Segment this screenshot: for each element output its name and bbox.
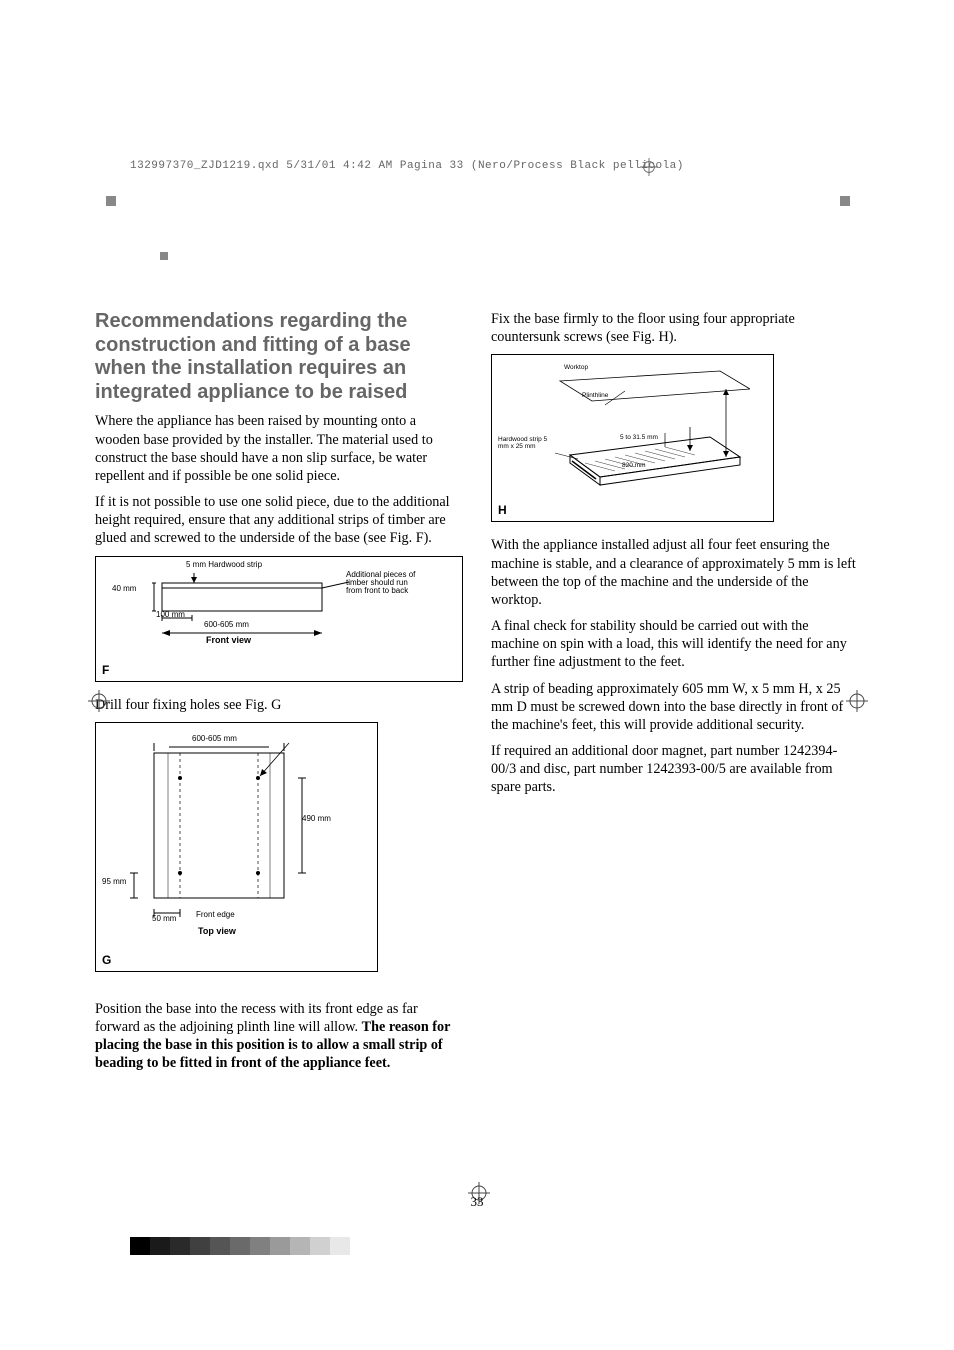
figure-h: Worktop Plinthline Hardwood strip 5 mm x… [491, 354, 774, 522]
right-column: Fix the base firmly to the floor using f… [491, 310, 859, 1080]
color-calibration-bar [130, 1237, 350, 1255]
figG-50mm: 50 mm [152, 915, 176, 923]
para-position: Position the base into the recess with i… [95, 1000, 463, 1073]
para-not-possible: If it is not possible to use one solid p… [95, 493, 463, 548]
figure-g: 600-605 mm 490 mm 95 mm 50 mm Front edge… [95, 722, 378, 972]
figG-label: G [102, 953, 111, 967]
figF-600mm: 600-605 mm [204, 621, 249, 629]
figH-820: 820 mm [622, 463, 645, 470]
para-magnet: If required an additional door magnet, p… [491, 742, 859, 797]
figH-strip: Hardwood strip 5 mm x 25 mm [498, 437, 548, 450]
para-drill: Drill four fixing holes see Fig. G [95, 696, 463, 714]
print-meta-header: 132997370_ZJD1219.qxd 5/31/01 4:42 AM Pa… [130, 160, 684, 172]
figH-label: H [498, 503, 507, 517]
para-final-check: A final check for stability should be ca… [491, 617, 859, 672]
figG-caption: Top view [198, 926, 236, 936]
figF-caption: Front view [206, 635, 251, 645]
inner-mark-tl [160, 252, 168, 260]
figF-40mm: 40 mm [112, 585, 136, 593]
figH-dim-small: 5 to 31.5 mm [620, 435, 658, 442]
corner-mark-tr [840, 196, 850, 206]
figF-100mm: 100 mm [156, 611, 185, 619]
figG-600mm: 600-605 mm [192, 735, 237, 743]
registration-mark-top [640, 158, 658, 176]
figH-plinth: Plinthline [582, 393, 608, 400]
figH-worktop: Worktop [564, 365, 588, 372]
figG-490mm: 490 mm [302, 815, 331, 823]
page-number: 33 [471, 1194, 484, 1210]
para-adjust: With the appliance installed adjust all … [491, 536, 859, 609]
para-fix: Fix the base firmly to the floor using f… [491, 310, 859, 346]
figure-f: 5 mm Hardwood strip Additional pieces of… [95, 556, 463, 682]
figF-side-note: Additional pieces of timber should run f… [346, 571, 426, 595]
heading: Recommendations regarding the constructi… [95, 310, 463, 404]
para-where: Where the appliance has been raised by m… [95, 412, 463, 485]
corner-mark-tl [106, 196, 116, 206]
para-beading: A strip of beading approximately 605 mm … [491, 680, 859, 735]
figF-label: F [102, 663, 109, 677]
registration-mark-right [846, 690, 868, 712]
figG-95mm: 95 mm [102, 878, 126, 886]
registration-mark-left [88, 690, 110, 712]
left-column: Recommendations regarding the constructi… [95, 310, 463, 1080]
figF-top-label: 5 mm Hardwood strip [186, 561, 262, 569]
figG-front-edge: Front edge [196, 911, 235, 919]
